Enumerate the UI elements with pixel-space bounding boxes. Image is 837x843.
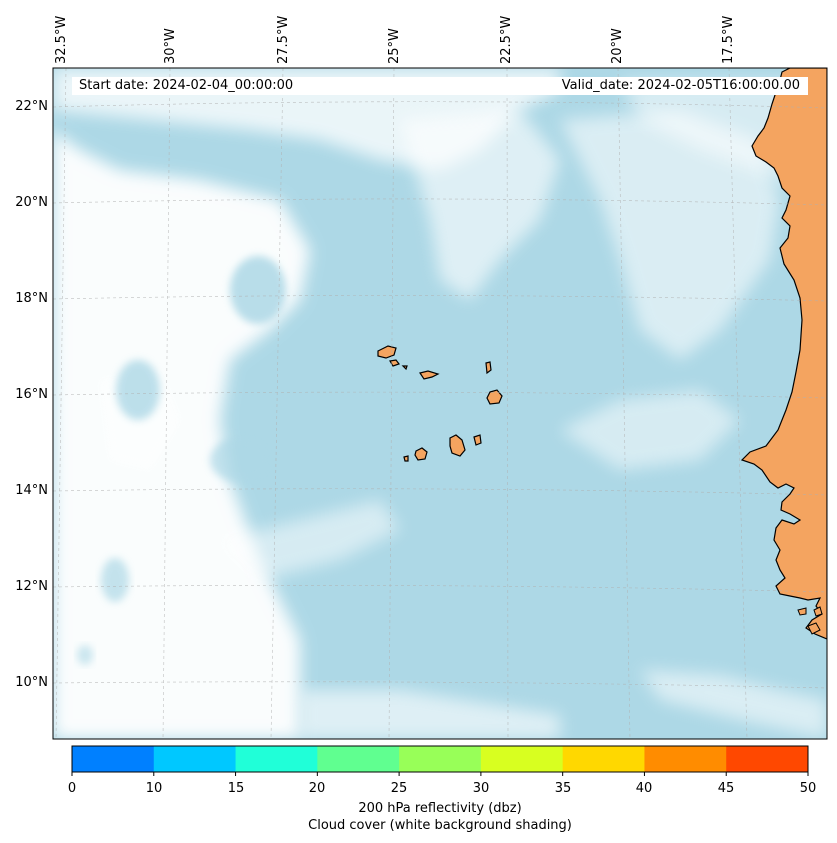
colorbar-segment bbox=[153, 746, 237, 772]
coastal-islands bbox=[797, 606, 823, 635]
date-info-box bbox=[72, 77, 808, 95]
lat-label-14n: 14°N bbox=[15, 483, 48, 498]
island-brava bbox=[403, 455, 409, 462]
colorbar-segment bbox=[726, 746, 809, 772]
lon-label-25w: 25°W bbox=[387, 28, 402, 64]
colorbar-tick: 35 bbox=[554, 781, 572, 796]
colorbar-segment bbox=[317, 746, 400, 772]
colorbar-tick: 40 bbox=[635, 781, 653, 796]
island-sal bbox=[485, 361, 492, 375]
colorbar-segment bbox=[72, 746, 155, 772]
start-date-label: Start date: 2024-02-04_00:00:00 bbox=[79, 78, 294, 93]
colorbar-tick: 0 bbox=[67, 781, 77, 796]
colorbar-tick: 15 bbox=[227, 781, 245, 796]
lat-label-20n: 20°N bbox=[15, 195, 48, 210]
lat-label-12n: 12°N bbox=[15, 579, 48, 594]
colorbar-tick: 50 bbox=[799, 781, 817, 796]
colorbar-sublabel: Cloud cover (white background shading) bbox=[308, 818, 572, 833]
lon-label-32-5w: 32.5°W bbox=[54, 15, 69, 64]
colorbar-segment bbox=[399, 746, 482, 772]
gridlines bbox=[53, 68, 827, 739]
lat-label-18n: 18°N bbox=[15, 291, 48, 306]
colorbar-label: 200 hPa reflectivity (dbz) bbox=[358, 801, 522, 816]
lon-label-27-5w: 27.5°W bbox=[276, 15, 291, 64]
colorbar-tick: 45 bbox=[717, 781, 735, 796]
map-frame bbox=[52, 67, 828, 740]
colorbar bbox=[71, 745, 809, 776]
lon-label-22-5w: 22.5°W bbox=[499, 15, 514, 64]
island-sao-nicolau bbox=[419, 370, 440, 380]
lon-label-20w: 20°W bbox=[610, 28, 625, 64]
island-maio bbox=[473, 434, 482, 446]
colorbar-segment bbox=[562, 746, 645, 772]
lon-label-17-5w: 17.5°W bbox=[721, 15, 736, 64]
colorbar-segment bbox=[644, 746, 727, 772]
island-santa-luzia bbox=[401, 365, 408, 371]
cape-verde-islands bbox=[377, 345, 503, 462]
island-santiago bbox=[449, 434, 466, 457]
lat-label-16n: 16°N bbox=[15, 387, 48, 402]
island-fogo bbox=[414, 447, 428, 461]
colorbar-segment bbox=[235, 746, 318, 772]
lon-label-30w: 30°W bbox=[163, 28, 178, 64]
lat-label-10n: 10°N bbox=[15, 675, 48, 690]
island-santo-antao bbox=[377, 345, 397, 359]
island-boa-vista bbox=[486, 389, 503, 405]
colorbar-tick: 10 bbox=[145, 781, 163, 796]
colorbar-tick: 25 bbox=[390, 781, 408, 796]
colorbar-tick: 20 bbox=[308, 781, 326, 796]
mainland-west-africa bbox=[740, 68, 827, 640]
colorbar-frame bbox=[71, 745, 809, 773]
lat-label-22n: 22°N bbox=[15, 99, 48, 114]
colorbar-segment bbox=[480, 746, 564, 772]
valid-date-label: Valid_date: 2024-02-05T16:00:00.00 bbox=[561, 78, 800, 93]
colorbar-tick: 30 bbox=[472, 781, 490, 796]
cloud-patches bbox=[77, 256, 286, 665]
